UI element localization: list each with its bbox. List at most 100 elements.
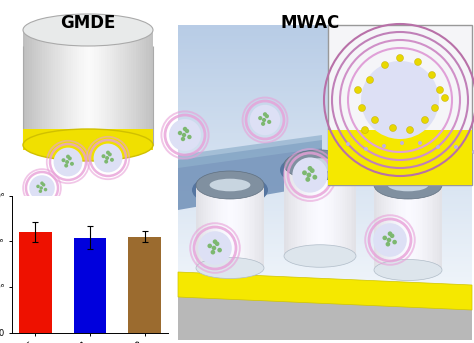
Bar	[108, 30, 110, 145]
Bar	[178, 80, 472, 83]
Bar	[290, 165, 292, 256]
Bar	[27, 30, 30, 145]
Bar	[23, 30, 26, 145]
Bar	[55, 30, 58, 145]
Bar	[308, 165, 310, 256]
Bar	[327, 165, 329, 256]
Bar	[178, 184, 472, 187]
Bar	[300, 165, 302, 256]
Bar	[145, 30, 147, 145]
Bar	[178, 257, 472, 260]
Bar	[374, 185, 376, 270]
Bar	[131, 30, 134, 145]
Bar	[25, 30, 28, 145]
Ellipse shape	[263, 112, 267, 116]
Ellipse shape	[68, 156, 72, 161]
Ellipse shape	[258, 116, 262, 120]
Bar	[225, 185, 227, 268]
Ellipse shape	[361, 61, 439, 139]
Ellipse shape	[388, 232, 392, 236]
Bar	[90, 30, 93, 145]
Bar	[342, 165, 344, 256]
Ellipse shape	[29, 175, 55, 201]
Ellipse shape	[387, 238, 391, 242]
Bar	[432, 185, 434, 270]
Bar	[32, 30, 34, 145]
Bar	[242, 185, 244, 268]
Bar	[178, 277, 472, 280]
Ellipse shape	[187, 135, 191, 139]
Bar	[400, 185, 401, 270]
Bar	[178, 129, 472, 132]
Bar	[178, 250, 472, 253]
Bar	[427, 185, 429, 270]
Bar	[178, 252, 472, 256]
Bar	[317, 165, 319, 256]
Ellipse shape	[284, 150, 356, 180]
Bar	[178, 228, 472, 232]
Ellipse shape	[210, 179, 250, 191]
Bar	[377, 185, 380, 270]
Polygon shape	[178, 135, 322, 168]
Bar	[178, 279, 472, 282]
Bar	[178, 51, 472, 55]
Ellipse shape	[382, 61, 389, 69]
Bar	[349, 165, 351, 256]
Bar	[178, 255, 472, 258]
Ellipse shape	[217, 248, 222, 252]
Bar	[430, 185, 432, 270]
Bar	[383, 185, 385, 270]
Bar	[54, 30, 56, 145]
Bar	[60, 30, 63, 145]
Bar	[178, 261, 472, 264]
Ellipse shape	[454, 145, 458, 149]
Bar	[178, 259, 472, 262]
Bar	[99, 30, 101, 145]
Bar	[178, 74, 472, 77]
Bar	[178, 200, 472, 203]
Bar	[178, 193, 472, 196]
Bar	[29, 30, 32, 145]
Bar	[417, 185, 419, 270]
Bar	[210, 185, 212, 268]
Bar	[178, 54, 472, 57]
Bar	[178, 111, 472, 114]
Ellipse shape	[54, 147, 82, 176]
Bar	[47, 30, 49, 145]
Ellipse shape	[183, 127, 187, 131]
Bar	[178, 87, 472, 90]
Bar	[255, 185, 258, 268]
Bar	[297, 165, 299, 256]
Bar	[252, 185, 254, 268]
Bar	[329, 165, 331, 256]
Bar	[178, 202, 472, 205]
Bar	[178, 32, 472, 35]
Bar	[396, 185, 398, 270]
Ellipse shape	[44, 188, 47, 191]
Bar	[320, 165, 322, 256]
Bar	[178, 164, 472, 167]
Ellipse shape	[302, 170, 307, 175]
Ellipse shape	[421, 117, 428, 123]
Bar	[103, 30, 106, 145]
Bar	[178, 288, 472, 291]
Bar	[178, 133, 472, 137]
Ellipse shape	[178, 131, 182, 135]
Bar	[92, 30, 95, 145]
Bar	[134, 30, 136, 145]
Ellipse shape	[396, 55, 403, 61]
Bar	[178, 188, 472, 192]
Ellipse shape	[383, 236, 387, 240]
Bar	[299, 165, 301, 256]
Bar	[84, 30, 86, 145]
Bar	[109, 30, 112, 145]
Bar	[246, 185, 247, 268]
Ellipse shape	[358, 105, 365, 111]
Bar	[413, 185, 415, 270]
Bar	[149, 30, 151, 145]
Bar	[392, 185, 395, 270]
Bar	[336, 165, 338, 256]
Ellipse shape	[428, 71, 436, 79]
Bar	[418, 185, 420, 270]
Bar	[105, 30, 108, 145]
